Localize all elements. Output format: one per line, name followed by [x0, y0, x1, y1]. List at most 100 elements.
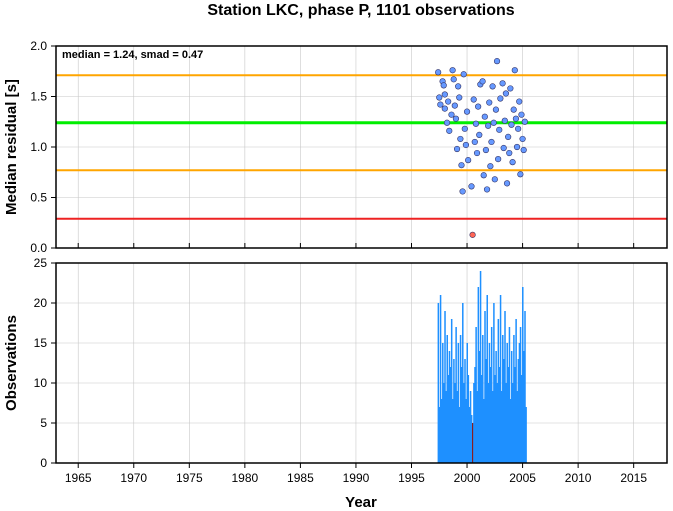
- observation-bar: [517, 359, 520, 463]
- residual-point: [519, 135, 526, 143]
- observation-bar: [487, 383, 490, 463]
- observation-bar: [519, 327, 522, 463]
- observation-bar: [446, 335, 448, 463]
- bottom-y-tick-label: 5: [40, 416, 47, 430]
- observation-bar: [476, 391, 478, 463]
- residual-point: [497, 95, 504, 102]
- observation-bar: [523, 351, 525, 463]
- residual-point: [508, 121, 515, 128]
- residual-point: [511, 67, 518, 74]
- residual-point: [513, 143, 521, 151]
- observation-bar: [449, 367, 452, 463]
- observation-bar: [444, 311, 446, 463]
- x-tick-label: 1965: [65, 471, 92, 485]
- residual-point: [462, 141, 470, 149]
- residual-point: [516, 98, 523, 105]
- residual-point: [500, 144, 507, 152]
- bottom-grid: [56, 262, 667, 464]
- residual-point: [490, 119, 497, 126]
- residual-point: [458, 162, 465, 169]
- observation-bar: [522, 287, 524, 463]
- residual-point: [480, 172, 487, 179]
- residual-points: [435, 58, 528, 238]
- outlier-point: [469, 231, 476, 238]
- observation-bar: [497, 319, 500, 463]
- observation-bar: [525, 407, 527, 463]
- x-tick-label: 1985: [287, 471, 314, 485]
- bottom-y-tick-label: 10: [34, 376, 48, 390]
- observation-bar: [464, 359, 466, 463]
- observation-bar: [482, 335, 484, 463]
- observation-bar: [518, 343, 521, 463]
- observation-bar: [463, 383, 465, 463]
- residual-point: [459, 188, 466, 195]
- observation-bar: [453, 359, 455, 463]
- residual-point: [486, 99, 493, 106]
- observation-bar: [512, 383, 514, 463]
- observation-bar: [488, 343, 491, 463]
- x-tick-label: 1980: [232, 471, 259, 485]
- observation-bar: [494, 375, 496, 463]
- observation-bar: [474, 367, 476, 463]
- residual-point: [475, 103, 482, 110]
- residual-point: [452, 115, 460, 122]
- observation-bar: [473, 383, 475, 463]
- residual-point: [487, 163, 494, 170]
- residual-point: [451, 102, 458, 109]
- bottom-y-tick-label: 15: [34, 336, 48, 350]
- residual-point: [501, 117, 508, 124]
- x-tick-label: 1970: [120, 471, 147, 485]
- top-y-tick-label: 2.0: [30, 39, 47, 53]
- observation-bar: [514, 367, 516, 463]
- observation-bar: [455, 327, 457, 463]
- residual-point: [482, 146, 490, 154]
- residual-point: [453, 145, 461, 153]
- residual-point: [435, 69, 442, 76]
- observation-bar: [485, 359, 487, 463]
- residual-point: [521, 118, 528, 125]
- observation-bar: [454, 383, 456, 463]
- top-y-tick-label: 0.5: [30, 191, 47, 205]
- observation-bar: [468, 407, 471, 463]
- x-tick-label: 1990: [343, 471, 370, 485]
- chart-title: Station LKC, phase P, 1101 observations: [207, 2, 514, 19]
- bottom-y-tick-label: 25: [34, 256, 48, 270]
- top-y-axis-label: Median residual [s]: [3, 79, 20, 215]
- observation-bar: [515, 319, 517, 463]
- residual-point: [473, 149, 481, 157]
- highlight-bar: [472, 423, 474, 463]
- observation-bar: [498, 367, 501, 463]
- observation-bar: [437, 303, 440, 463]
- observation-bar: [438, 407, 441, 463]
- observation-bar: [504, 311, 506, 463]
- residual-point: [465, 157, 472, 164]
- residual-point: [476, 131, 483, 138]
- residual-point: [496, 126, 503, 133]
- observation-bar: [516, 391, 518, 463]
- residual-point: [492, 106, 500, 113]
- residual-point: [436, 94, 443, 101]
- residual-point: [512, 115, 520, 122]
- observation-bar: [460, 367, 463, 463]
- observation-bar: [465, 399, 467, 463]
- residual-point: [509, 159, 516, 166]
- x-axis-label: Year: [345, 494, 377, 511]
- residual-point: [441, 91, 448, 98]
- observation-bar: [502, 335, 504, 463]
- residual-point: [493, 58, 501, 65]
- observation-bar: [505, 383, 507, 463]
- observation-bar: [493, 303, 495, 463]
- observation-bar: [466, 343, 468, 463]
- residual-point: [457, 135, 464, 143]
- observation-bar: [457, 343, 460, 463]
- observation-bar: [484, 311, 486, 463]
- observation-bar: [483, 399, 485, 463]
- residual-point: [445, 98, 452, 105]
- residual-point: [491, 176, 498, 183]
- observation-bar: [495, 351, 497, 463]
- observation-bar: [448, 351, 451, 463]
- observation-bar: [510, 351, 513, 463]
- residual-point: [455, 83, 462, 90]
- residual-point: [441, 105, 448, 112]
